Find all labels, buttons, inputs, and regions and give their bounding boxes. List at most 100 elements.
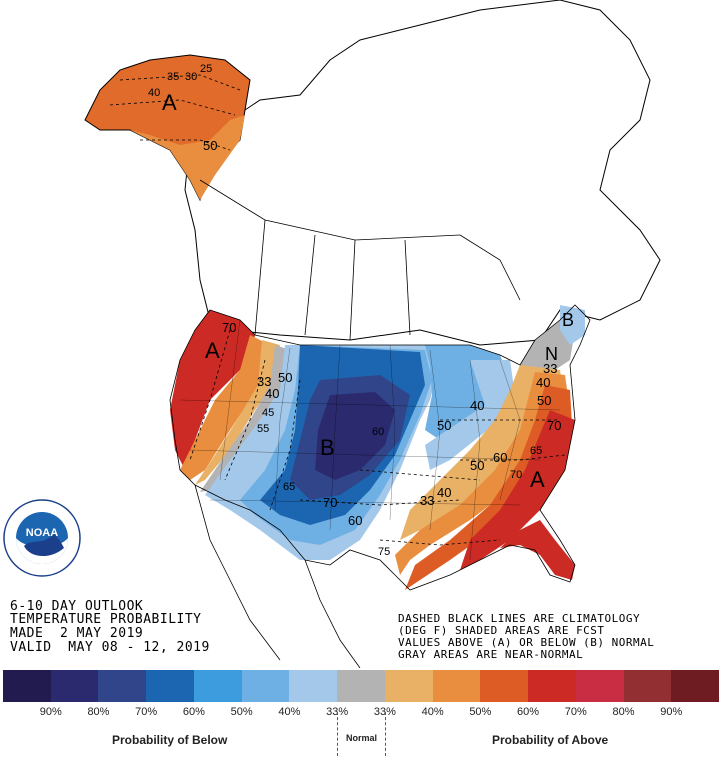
legend-swatch-2 [98,670,147,702]
contour-25: 25 [200,63,212,75]
state-borders [179,319,561,561]
conus-outline [169,304,591,591]
alaska-south-band [130,115,245,200]
legend-swatch-5 [241,670,290,702]
note-line-2: (DEG F) SHADED AREAS ARE FCST [398,624,605,637]
contour-45-w: 45 [262,407,274,419]
legend-label-5: 40% [278,706,301,718]
note-line-3: VALUES ABOVE (A) OR BELOW (B) NORMAL [398,636,655,649]
legend-label-10: 60% [517,706,540,718]
conus-west-orange [180,335,270,480]
conus-gray-sw [200,345,290,492]
legend-normal-caption: Normal [346,733,378,743]
contour-70-w: 70 [222,320,236,335]
legend-divider-left [337,712,338,756]
legend-label-3: 60% [182,706,205,718]
label-northeast-b: B [562,310,574,330]
legend-divider-right [385,712,386,756]
outlook-map: A A B B N A 25 30 35 40 50 70 33 50 40 4… [84,0,661,668]
contour-60-se: 60 [493,450,507,465]
legend-label-0: 90% [39,706,62,718]
legend-label-8: 40% [421,706,444,718]
contour-50-ak: 50 [203,138,217,153]
conus-ne-gray [520,320,575,372]
legend-color-bar [3,670,719,702]
legend-swatch-8 [384,670,433,702]
conus-midwest-light [425,360,515,470]
legend-label-1: 80% [87,706,110,718]
title-line-3: MADE 2 MAY 2019 [10,626,144,641]
contour-60-c: 60 [372,426,384,438]
conus-southeast-red [460,410,575,570]
contour-33-ne: 33 [543,361,557,376]
contour-50-w: 50 [278,370,292,385]
contour-60-s: 60 [348,513,362,528]
legend-swatch-3 [146,670,194,702]
contour-40-ak: 40 [148,87,160,99]
legend-swatch-6 [289,670,338,702]
conus-florida-red [500,520,575,580]
title-line-4: VALID MAY 08 - 12, 2019 [10,640,210,655]
contour-70-c: 70 [323,495,337,510]
legend-swatch-1 [50,670,99,702]
contour-50-e: 50 [537,393,551,408]
note-line-1: DASHED BLACK LINES ARE CLIMATOLOGY [398,612,641,625]
contour-70-e: 70 [547,418,561,433]
contour-50-se: 50 [470,458,484,473]
legend-swatch-10 [480,670,529,702]
label-west-a: A [205,338,220,363]
legend-label-11: 70% [564,706,587,718]
legend-swatch-0 [3,670,51,702]
legend-swatch-13 [623,670,672,702]
contour-30: 30 [185,71,197,83]
legend-swatch-7 [337,670,385,702]
legend-below-caption: Probability of Below [112,733,228,747]
conus-blue-80 [315,392,395,480]
label-southeast-a: A [530,467,545,492]
label-center-b: B [320,435,335,460]
title-line-1: 6-10 DAY OUTLOOK [10,599,144,614]
label-alaska-a: A [162,90,177,115]
contour-33-se: 33 [420,493,434,508]
contour-35: 35 [167,71,179,83]
contour-55-w: 55 [257,423,269,435]
note-line-4: GRAY AREAS ARE NEAR-NORMAL [398,648,584,661]
legend-labels: 90% 80% 70% 60% 50% 40% 33% 33% 40% 50% 60% 70% 80% 9… [3,706,719,718]
contour-40-se: 40 [437,485,451,500]
canada-landmass [184,0,661,346]
climatology-lines [109,74,566,546]
legend-swatch-9 [432,670,481,702]
legend-label-9: 50% [469,706,492,718]
canada-borders [199,179,521,341]
label-northeast-n: N [545,344,558,364]
conus-west-lightorange [195,340,280,485]
contour-40-w: 40 [265,386,279,401]
conus-ne-blue [560,305,585,345]
contour-65-se: 65 [530,445,542,457]
legend-label-4: 50% [230,706,253,718]
contour-70-se: 70 [510,469,522,481]
noaa-logo-text: NOAA [26,527,58,539]
contour-40-e: 40 [536,375,550,390]
mexico-outline [194,484,361,668]
conus-east-darkorange [405,385,572,590]
legend-label-13: 90% [660,706,683,718]
legend-swatch-14 [671,670,719,702]
legend-label-7: 33% [373,706,396,718]
contour-33-w: 33 [257,374,271,389]
map-labels: A A B B N A 25 30 35 40 50 70 33 50 40 4… [148,63,574,558]
legend-swatch-4 [193,670,242,702]
legend-above-caption: Probability of Above [492,733,609,747]
contour-75-s: 75 [378,546,390,558]
contour-50-ne: 50 [437,418,451,433]
noaa-logo-icon: NOAA [3,499,81,577]
title-line-2: TEMPERATURE PROBABILITY [10,612,202,627]
conus-east-orange [395,372,570,575]
contour-40-ne: 40 [470,398,484,413]
contour-65-c: 65 [283,481,295,493]
conus-east-lightorange [400,365,565,540]
legend-swatch-12 [575,670,624,702]
legend-swatch-11 [528,670,576,702]
legend-label-2: 70% [135,706,158,718]
legend-label-12: 80% [612,706,635,718]
